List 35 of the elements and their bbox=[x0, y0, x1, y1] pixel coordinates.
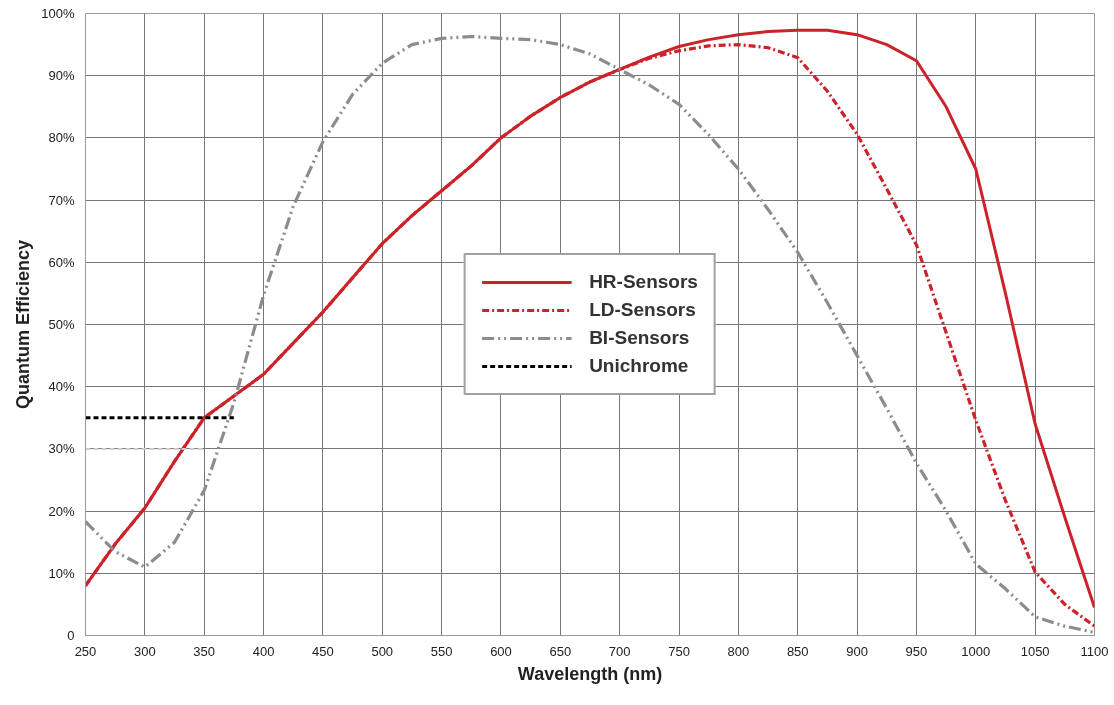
x-tick-label: 500 bbox=[371, 643, 394, 659]
x-tick-label: 800 bbox=[727, 643, 750, 659]
x-tick-label: 250 bbox=[74, 643, 97, 659]
legend-label: Unichrome bbox=[589, 355, 689, 377]
x-axis-title: Wavelength (nm) bbox=[517, 663, 663, 684]
y-tick-label: 30% bbox=[48, 441, 75, 457]
x-tick-label: 1050 bbox=[1020, 643, 1050, 659]
x-tick-label: 350 bbox=[193, 643, 216, 659]
x-tick-label: 600 bbox=[490, 643, 512, 659]
y-axis-title: Quantum Efficiency bbox=[13, 239, 34, 410]
y-tick-label: 100% bbox=[41, 6, 75, 21]
y-tick-label: 50% bbox=[48, 317, 75, 332]
x-tick-label: 300 bbox=[134, 643, 156, 659]
legend-label: BI-Sensors bbox=[589, 327, 690, 349]
y-tick-label: 20% bbox=[48, 503, 75, 519]
y-tick-label: 40% bbox=[48, 379, 75, 395]
x-tick-label: 650 bbox=[549, 643, 572, 659]
y-tick-label: 90% bbox=[48, 68, 75, 84]
x-tick-label: 900 bbox=[846, 643, 868, 659]
x-tick-label: 400 bbox=[252, 643, 275, 659]
y-tick-label: 0 bbox=[67, 628, 75, 643]
legend-label: LD-Sensors bbox=[589, 299, 696, 321]
x-tick-label: 550 bbox=[430, 643, 453, 659]
y-tick-label: 10% bbox=[48, 565, 75, 581]
x-tick-label: 950 bbox=[905, 643, 928, 659]
x-tick-label: 700 bbox=[608, 643, 631, 659]
y-tick-label: 60% bbox=[48, 254, 75, 270]
legend-label: HR-Sensors bbox=[589, 271, 698, 293]
x-tick-label: 1100 bbox=[1080, 643, 1109, 659]
y-tick-label: 70% bbox=[48, 192, 75, 208]
y-tick-label: 80% bbox=[48, 130, 75, 146]
x-tick-label: 1000 bbox=[961, 643, 991, 659]
x-tick-label: 450 bbox=[312, 643, 334, 659]
x-tick-label: 850 bbox=[786, 643, 809, 659]
x-tick-label: 750 bbox=[668, 643, 690, 659]
